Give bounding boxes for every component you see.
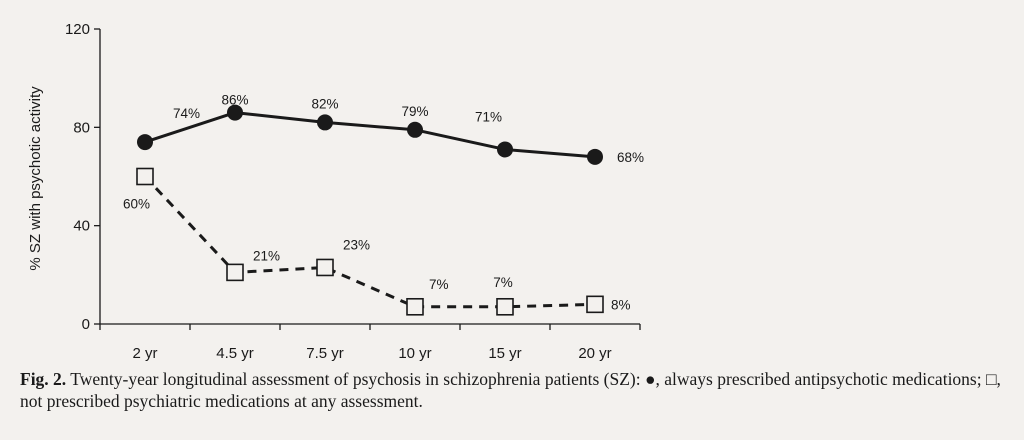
data-label: 71% — [475, 109, 502, 124]
y-tick-label: 40 — [73, 218, 90, 235]
series-group: 74% 86% 82% 79% 71% 68% 60% 21% 23% 7% 7% 8% — [123, 93, 644, 316]
data-point-square — [226, 263, 244, 282]
data-point-square — [406, 297, 424, 316]
data-label: 8% — [611, 297, 631, 312]
axes: 0 40 80 120 2 yr 4.5 yr 7.5 yr 10 yr 15 yr 20 yr%… — [27, 21, 641, 362]
data-label: 23% — [343, 237, 370, 252]
data-point-square — [136, 167, 154, 186]
series-2: 60% 21% 23% 7% 7% 8% — [123, 167, 631, 316]
line-chart: 0 40 80 120 2 yr 4.5 yr 7.5 yr 10 yr 15 yr 20 yr%… — [27, 21, 644, 362]
data-label: 7% — [493, 275, 513, 290]
series-line — [143, 175, 596, 309]
x-tick-label: 7.5 yr — [306, 345, 344, 362]
data-point-circle — [497, 141, 513, 158]
data-label: 79% — [401, 104, 428, 119]
data-label: 68% — [617, 150, 644, 165]
data-point-circle — [227, 104, 243, 121]
data-label: 7% — [429, 277, 449, 292]
data-point-circle — [317, 114, 333, 131]
data-point-square — [316, 258, 334, 277]
y-tick-label: 80 — [73, 119, 90, 136]
data-label: 21% — [253, 248, 280, 263]
y-tick-label: 0 — [82, 316, 90, 333]
data-label: 60% — [123, 197, 150, 212]
x-tick-label: 20 yr — [578, 345, 611, 362]
data-label: 82% — [311, 96, 338, 111]
caption-text: Twenty-year longitudinal assessment of p… — [20, 369, 1001, 411]
figure-caption: Fig. 2. Twenty-year longitudinal assessm… — [20, 368, 1010, 412]
x-tick-label: 2 yr — [132, 345, 157, 362]
data-label: 74% — [173, 106, 200, 121]
data-point-circle — [587, 148, 603, 165]
y-tick-label: 120 — [65, 21, 90, 38]
caption-lead: Fig. 2. — [20, 369, 67, 389]
data-label: 86% — [221, 93, 248, 108]
data-point-circle — [407, 121, 423, 138]
data-point-square — [496, 297, 514, 316]
x-tick-label: 15 yr — [488, 345, 521, 362]
x-tick-label: 4.5 yr — [216, 345, 254, 362]
series-line — [144, 111, 596, 159]
data-point-square — [586, 295, 604, 314]
data-point-circle — [137, 134, 153, 151]
x-tick-label: 10 yr — [398, 345, 431, 362]
series-1: 74% 86% 82% 79% 71% 68% — [137, 93, 644, 165]
y-axis-title: % SZ with psychotic activity — [27, 86, 44, 271]
